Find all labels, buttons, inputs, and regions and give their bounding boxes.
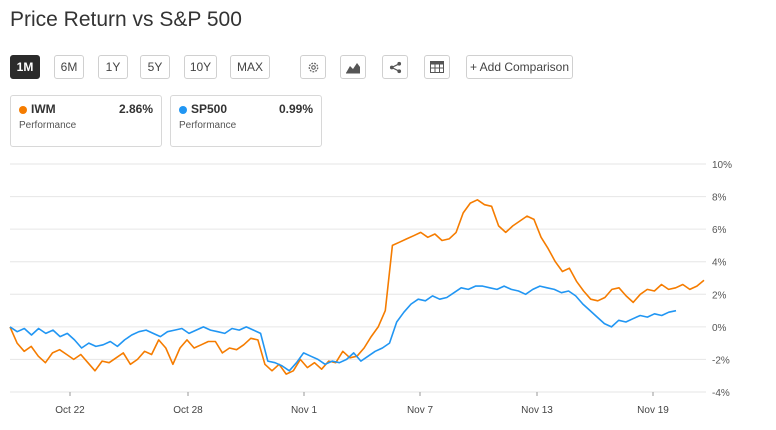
y-axis-ticks: 10% 8% 6% 4% 2% 0% -2% -4% — [712, 160, 732, 399]
card-ticker: IWM — [31, 102, 56, 116]
table-view-button[interactable] — [424, 55, 450, 79]
legend-card-sp500[interactable]: SP500 0.99% Performance — [170, 95, 322, 147]
y-tick-label: 6% — [712, 225, 727, 236]
y-tick-label: 8% — [712, 193, 727, 204]
mountain-chart-icon — [346, 62, 360, 73]
range-button-max[interactable]: MAX — [230, 55, 270, 79]
range-button-10y[interactable]: 10Y — [184, 55, 217, 79]
y-tick-label: 2% — [712, 290, 727, 301]
chart-grid — [10, 163, 706, 393]
range-button-5y[interactable]: 5Y — [140, 55, 170, 79]
share-icon — [389, 61, 401, 73]
chart-series — [9, 199, 705, 375]
gear-icon — [308, 62, 318, 72]
x-tick-label: Nov 1 — [291, 405, 318, 416]
card-label: Performance — [19, 120, 77, 131]
range-button-1y[interactable]: 1Y — [98, 55, 128, 79]
add-comparison-button[interactable]: + Add Comparison — [466, 55, 573, 79]
range-button-1m[interactable]: 1M — [10, 55, 40, 79]
card-ticker: SP500 — [191, 102, 228, 116]
card-value: 2.86% — [118, 102, 153, 116]
series-color-dot — [179, 106, 187, 114]
x-tick-label: Nov 19 — [637, 405, 669, 416]
series-color-dot — [19, 106, 27, 114]
legend-card-iwm[interactable]: IWM 2.86% Performance — [10, 95, 162, 147]
y-tick-label: -4% — [712, 388, 730, 399]
y-tick-label: -2% — [712, 355, 730, 366]
series-line-sp500 — [9, 285, 677, 372]
table-icon — [430, 61, 444, 73]
page-title: Price Return vs S&P 500 — [10, 8, 242, 31]
x-tick-label: Oct 22 — [55, 405, 85, 416]
share-button[interactable] — [382, 55, 408, 79]
x-tick-label: Nov 7 — [407, 405, 434, 416]
x-tick-label: Oct 28 — [173, 405, 203, 416]
range-button-6m[interactable]: 6M — [54, 55, 84, 79]
x-axis-ticks: Oct 22 Oct 28 Nov 1 Nov 7 Nov 13 Nov 19 — [55, 392, 669, 416]
settings-button[interactable] — [300, 55, 326, 79]
series-line-iwm — [9, 199, 705, 375]
y-tick-label: 0% — [712, 323, 727, 334]
x-tick-label: Nov 13 — [521, 405, 553, 416]
chart-type-button[interactable] — [340, 55, 366, 79]
card-value: 0.99% — [278, 102, 313, 116]
y-tick-label: 10% — [712, 160, 732, 171]
card-label: Performance — [179, 120, 237, 131]
y-tick-label: 4% — [712, 258, 727, 269]
